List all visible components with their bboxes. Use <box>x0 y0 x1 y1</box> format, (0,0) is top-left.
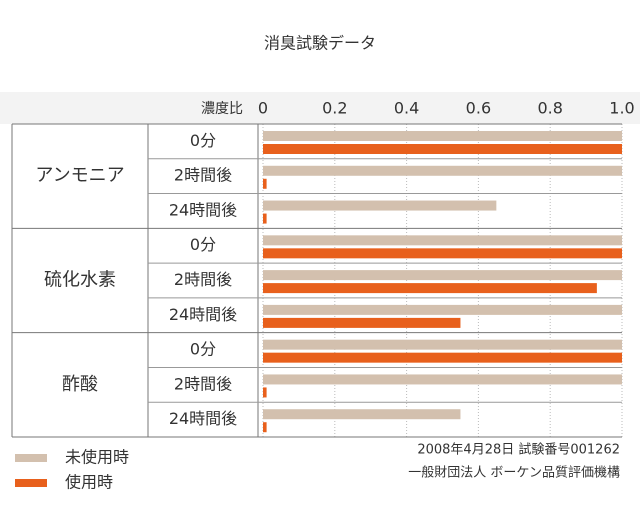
bar <box>263 422 267 433</box>
x-tick-label: 0.8 <box>537 99 562 118</box>
bar <box>263 213 267 224</box>
bar <box>263 248 622 259</box>
bar <box>263 374 622 385</box>
bar <box>263 352 622 363</box>
category-label: 2時間後 <box>174 166 232 185</box>
x-tick-label: 0.4 <box>394 99 419 118</box>
category-label: 2時間後 <box>174 270 232 289</box>
bar <box>263 304 622 315</box>
bar <box>263 235 622 246</box>
category-label: 0分 <box>190 340 216 359</box>
bar <box>263 270 622 281</box>
note: 2008年4月28日 試験番号001262 <box>417 442 620 458</box>
category-label: 0分 <box>190 235 216 254</box>
category-label: 24時間後 <box>169 305 237 324</box>
group-label: 酢酸 <box>62 374 98 395</box>
category-label: 0分 <box>190 131 216 150</box>
group-label: 硫化水素 <box>44 270 116 291</box>
bar <box>263 283 597 294</box>
chart-title: 消臭試験データ <box>264 34 376 53</box>
category-label: 2時間後 <box>174 374 232 393</box>
bar <box>263 317 461 328</box>
bar <box>263 200 497 211</box>
bar <box>263 144 622 154</box>
bar <box>263 165 622 176</box>
legend-label: 使用時 <box>65 473 113 492</box>
x-tick-label: 0 <box>258 99 268 118</box>
legend-label: 未使用時 <box>65 448 129 467</box>
note: 一般財団法人 ボーケン品質評価機構 <box>408 465 620 481</box>
bar <box>263 178 267 189</box>
x-tick-label: 1.0 <box>609 99 634 118</box>
bar <box>263 131 622 141</box>
x-tick-label: 0.6 <box>466 99 491 118</box>
bar <box>263 339 622 350</box>
category-label: 24時間後 <box>169 409 237 428</box>
x-tick-label: 0.2 <box>322 99 347 118</box>
category-label: 24時間後 <box>169 200 237 219</box>
group-label: アンモニア <box>35 165 124 186</box>
bar <box>263 387 267 398</box>
bar <box>263 409 461 420</box>
legend-swatch <box>15 479 47 487</box>
header-band <box>0 92 640 124</box>
axis-label: 濃度比 <box>201 101 243 117</box>
legend-swatch <box>15 454 47 462</box>
